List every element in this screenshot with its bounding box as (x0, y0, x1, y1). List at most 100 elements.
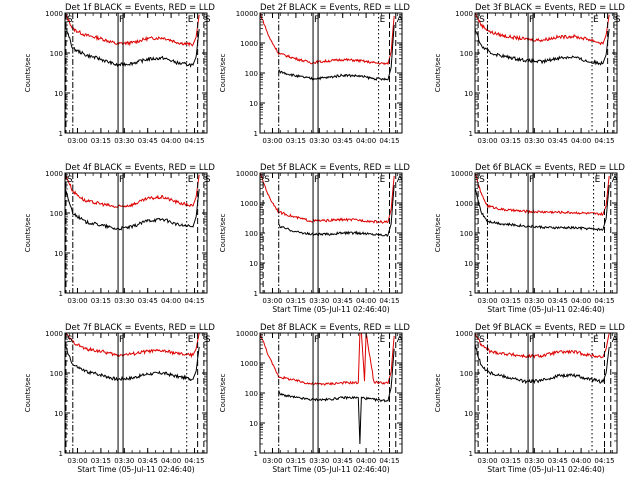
panel-title: Det 9f BLACK = Events, RED = LLD (475, 323, 625, 333)
series-line-lld (65, 13, 200, 47)
plot-frame (259, 12, 403, 134)
marker-label: F (314, 335, 319, 345)
y-axis-label: Counts/sec (219, 54, 227, 93)
y-tick-label: 1000 (455, 10, 473, 18)
y-axis-label: Counts/sec (24, 54, 32, 93)
panel-title: Det 2f BLACK = Events, RED = LLD (260, 3, 410, 13)
x-tick-label: 03:45 (333, 137, 353, 145)
y-axis-label: Counts/sec (24, 214, 32, 253)
x-tick-label: 03:00 (67, 297, 87, 305)
series-line-events (475, 184, 610, 232)
x-tick-label: 03:00 (67, 457, 87, 465)
y-tick-label: 1000 (45, 10, 63, 18)
marker-label: E (593, 15, 599, 25)
y-tick-label: 10000 (236, 330, 258, 338)
x-tick-label: 03:15 (286, 297, 306, 305)
y-tick-label: 1000 (45, 330, 63, 338)
detector-panel-3: Det 3f BLACK = Events, RED = LLD Counts/s… (434, 3, 625, 145)
x-tick-label: 04:15 (184, 457, 204, 465)
x-tick-label: 03:30 (309, 297, 329, 305)
y-tick-label: 1 (59, 130, 63, 138)
y-tick-label: 100 (50, 50, 63, 58)
plot-area (260, 333, 395, 445)
y-tick-label: 100 (245, 390, 258, 398)
marker-label: S (67, 335, 73, 345)
marker-label: E (188, 335, 194, 345)
detector-panel-1: Det 1f BLACK = Events, RED = LLD Counts/s… (24, 3, 215, 145)
x-tick-label: 03:30 (524, 297, 544, 305)
x-tick-label: 03:45 (138, 457, 158, 465)
plot-frame (259, 332, 403, 454)
x-tick-label: 04:15 (379, 137, 399, 145)
y-tick-label: 100 (460, 230, 473, 238)
marker-label: S (479, 335, 485, 345)
marker-label: F (119, 15, 124, 25)
x-tick-label: 03:00 (262, 457, 282, 465)
plot-area (260, 13, 395, 81)
series-line-events (475, 28, 610, 66)
marker-label: F (529, 175, 534, 185)
plot-area (65, 333, 200, 382)
y-axis-label: Counts/sec (434, 54, 442, 93)
x-tick-label: 03:00 (262, 297, 282, 305)
plot-area (65, 173, 200, 231)
x-tick-label: 04:15 (184, 297, 204, 305)
y-tick-label: 1 (59, 450, 63, 458)
x-tick-label: 03:30 (309, 137, 329, 145)
x-tick-label: 03:15 (91, 457, 111, 465)
y-axis-label: Counts/sec (434, 214, 442, 253)
detector-panel-4: Det 4f BLACK = Events, RED = LLD Counts/s… (24, 163, 215, 305)
marker-label: S (67, 15, 73, 25)
plot-frame (64, 332, 208, 454)
x-axis-label: Start Time (05-Jul-11 02:46:40) (77, 465, 194, 474)
marker-label: F (119, 335, 124, 345)
series-line-lld (260, 173, 395, 224)
y-tick-label: 10 (54, 90, 63, 98)
y-tick-label: 1000 (240, 360, 258, 368)
marker-label: S (205, 175, 211, 185)
x-tick-label: 04:15 (379, 457, 399, 465)
x-tick-label: 04:15 (184, 137, 204, 145)
panel-title: Det 7f BLACK = Events, RED = LLD (65, 323, 215, 333)
x-tick-label: 04:00 (571, 297, 591, 305)
series-line-lld (475, 173, 610, 217)
y-tick-label: 1 (469, 130, 473, 138)
detector-panel-8: Det 8f BLACK = Events, RED = LLD Counts/s… (219, 323, 410, 474)
panel-title: Det 6f BLACK = Events, RED = LLD (475, 163, 625, 173)
x-tick-label: 03:15 (91, 297, 111, 305)
y-tick-label: 1000 (240, 200, 258, 208)
x-tick-label: 03:30 (114, 457, 134, 465)
marker-label: F (529, 335, 534, 345)
y-tick-label: 1 (254, 290, 258, 298)
detector-panel-9: Det 9f BLACK = Events, RED = LLD Counts/s… (434, 323, 625, 474)
x-tick-label: 03:45 (333, 457, 353, 465)
x-tick-label: 03:30 (114, 297, 134, 305)
y-tick-label: 10 (249, 260, 258, 268)
marker-label: S (264, 175, 270, 185)
plot-frame (474, 172, 618, 294)
x-axis-label: Start Time (05-Jul-11 02:46:40) (272, 305, 389, 314)
x-axis-label: Start Time (05-Jul-11 02:46:40) (487, 465, 604, 474)
x-tick-label: 03:00 (262, 137, 282, 145)
x-tick-label: 04:00 (161, 297, 181, 305)
y-tick-label: 1 (254, 130, 258, 138)
marker-label: E (380, 335, 386, 345)
y-axis-label: Counts/sec (219, 374, 227, 413)
marker-label: S (615, 15, 621, 25)
x-tick-label: 04:00 (571, 457, 591, 465)
y-tick-label: 10 (54, 250, 63, 258)
x-tick-label: 03:15 (286, 137, 306, 145)
plot-area (65, 13, 200, 68)
y-tick-label: 1000 (45, 170, 63, 178)
panel-title: Det 5f BLACK = Events, RED = LLD (260, 163, 410, 173)
y-tick-label: 100 (245, 70, 258, 78)
x-tick-label: 03:45 (548, 137, 568, 145)
marker-label: S (67, 175, 73, 185)
plot-frame (474, 12, 618, 134)
marker-label: E (593, 335, 599, 345)
x-tick-label: 03:00 (477, 457, 497, 465)
y-tick-label: 10 (464, 90, 473, 98)
x-tick-label: 03:15 (501, 297, 521, 305)
marker-label: F (314, 15, 319, 25)
